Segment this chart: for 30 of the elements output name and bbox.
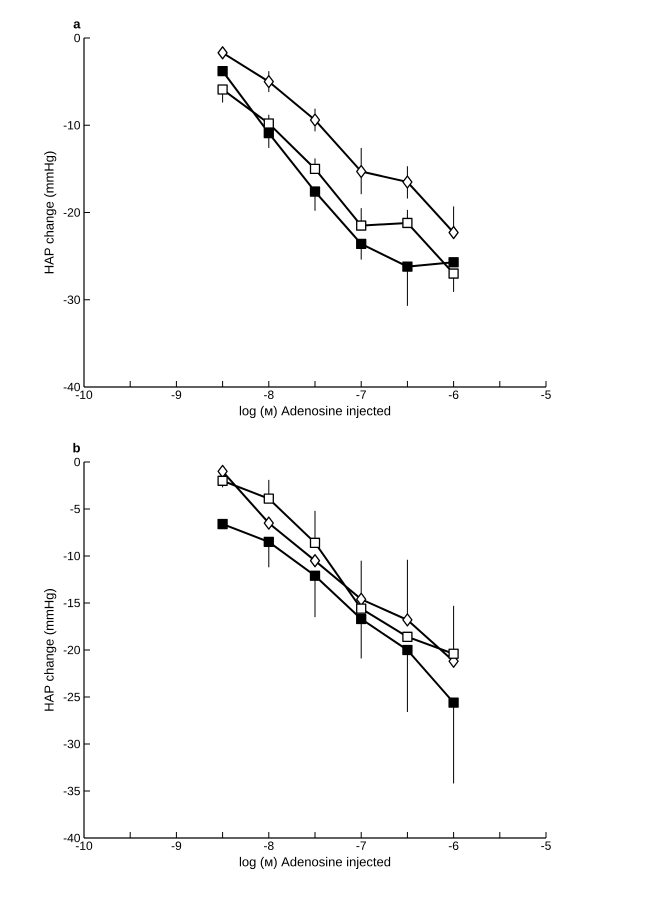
- x-axis-title: log (м) Adenosine injected: [240, 856, 390, 870]
- chart-title: b: [73, 442, 80, 452]
- y-tick-label: 0: [74, 34, 80, 42]
- y-tick-label: -30: [64, 296, 80, 304]
- x-tick-label: -6: [448, 842, 458, 850]
- chart-title: a: [74, 21, 81, 28]
- x-tick-label: -9: [172, 842, 182, 850]
- y-axis-title: HAP change (mmHg): [44, 589, 56, 711]
- y-tick-label: -40: [64, 834, 80, 842]
- x-tick-label: -6: [448, 390, 458, 400]
- y-tick-label: 0: [74, 458, 80, 466]
- y-tick-label: -35: [64, 786, 80, 796]
- y-tick-label: -10: [64, 120, 80, 130]
- x-tick-label: -5: [541, 390, 551, 399]
- x-tick-label: -7: [356, 842, 366, 850]
- x-tick-label: -5: [541, 842, 551, 850]
- y-tick-label: -15: [64, 598, 80, 608]
- x-tick-label: -8: [264, 842, 274, 850]
- y-axis-title: HAP change (mmHg): [44, 152, 56, 274]
- y-tick-label: -5: [70, 504, 80, 514]
- y-tick-label: -40: [64, 382, 80, 392]
- x-tick-label: -7: [356, 390, 366, 399]
- x-axis-title: log (м) Adenosine injected: [240, 406, 390, 418]
- y-tick-label: -20: [64, 208, 80, 217]
- y-tick-label: -20: [64, 646, 80, 654]
- x-tick-label: -9: [172, 390, 182, 400]
- y-tick-label: -10: [64, 552, 80, 560]
- y-tick-label: -25: [64, 692, 80, 702]
- y-tick-label: -30: [64, 740, 80, 748]
- x-tick-label: -8: [264, 390, 274, 400]
